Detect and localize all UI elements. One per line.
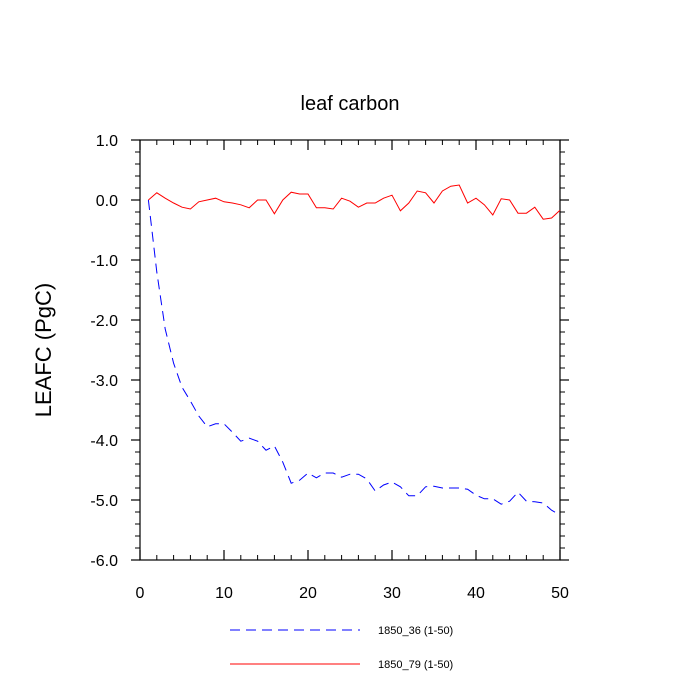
x-tick-label: 50 <box>551 585 569 602</box>
y-tick-label: -1.0 <box>90 253 118 270</box>
legend: 1850_36 (1-50) 1850_79 (1-50) <box>230 625 453 671</box>
legend-label-1850-79: 1850_79 (1-50) <box>378 659 453 671</box>
y-tick-label: -5.0 <box>90 493 118 510</box>
plot-frame <box>139 139 561 561</box>
x-tick-label: 30 <box>383 585 401 602</box>
series-line-1850-79 <box>148 184 561 220</box>
y-tick-label: -2.0 <box>90 313 118 330</box>
y-axis-label: LEAFC (PgC) <box>31 283 56 417</box>
tick-labels: 0 10 20 30 40 50 1.0 0.0 -1.0 -2.0 -3.0 -4.0 -5.0 -6.… <box>90 133 569 602</box>
series-line-1850-36 <box>147 199 561 516</box>
x-tick-label: 0 <box>136 585 145 602</box>
chart-title: leaf carbon <box>301 93 400 115</box>
axis-ticks <box>131 139 569 561</box>
y-tick-label: 1.0 <box>96 133 118 150</box>
y-tick-label: -3.0 <box>90 373 118 390</box>
y-tick-label: -4.0 <box>90 433 118 450</box>
x-tick-label: 10 <box>215 585 233 602</box>
x-tick-label: 40 <box>467 585 485 602</box>
x-tick-label: 20 <box>299 585 317 602</box>
legend-label-1850-36: 1850_36 (1-50) <box>378 625 453 637</box>
series-lines <box>147 184 561 516</box>
y-tick-label: -6.0 <box>90 553 118 570</box>
y-tick-label: 0.0 <box>96 193 118 210</box>
